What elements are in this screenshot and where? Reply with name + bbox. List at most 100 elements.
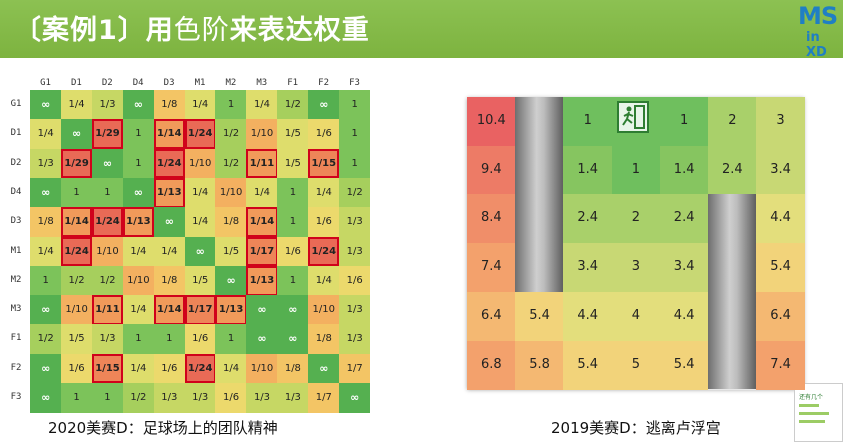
matrix-cell: 1/4	[184, 90, 216, 120]
matrix-cell: 1/6	[153, 353, 185, 384]
louvre-cell: 3.4	[756, 145, 805, 195]
matrix-cell: 1/10	[122, 265, 155, 296]
matrix-cell: 1	[339, 148, 371, 179]
matrix-cell: 1/3	[339, 295, 371, 325]
matrix-cell: 1/14	[153, 119, 185, 150]
matrix-cell: 1/2	[277, 90, 309, 120]
matrix-cell: 1/4	[246, 90, 278, 120]
louvre-cell: 3.4	[563, 243, 613, 293]
matrix-col-header: M2	[225, 78, 237, 88]
matrix-cell: 1/15	[308, 148, 340, 179]
matrix-cell: 1	[91, 383, 124, 413]
louvre-cell: 2.4	[563, 194, 613, 244]
matrix-cell: 1/4	[30, 236, 62, 267]
matrix-cell: 1/10	[60, 295, 93, 325]
matrix-row-header: F1	[10, 333, 22, 344]
matrix-cell: ∞	[215, 265, 247, 296]
matrix-cell: 1/4	[122, 236, 155, 267]
matrix-cell: 1/2	[339, 177, 371, 208]
matrix-col-header: F3	[349, 78, 360, 88]
matrix-cell: ∞	[30, 177, 62, 208]
exit-sign-icon	[617, 101, 649, 133]
matrix-cell: 1/2	[91, 265, 124, 296]
matrix-cell: 1	[339, 90, 371, 120]
matrix-cell: ∞	[246, 324, 278, 355]
matrix-cell: 1	[60, 177, 93, 208]
wall-left	[515, 97, 564, 292]
matrix-cell: 1/6	[60, 353, 93, 384]
matrix-cell: 1/13	[153, 177, 185, 208]
matrix-cell: ∞	[122, 177, 155, 208]
matrix-cell: 1/11	[91, 295, 124, 325]
matrix-cell: 1/24	[184, 119, 216, 150]
matrix-cell: 1/4	[308, 177, 340, 208]
matrix-cell: 1	[277, 265, 309, 296]
louvre-cell: 6.4	[467, 291, 516, 341]
matrix-cell: ∞	[339, 383, 371, 413]
matrix-cell: 1/13	[246, 265, 278, 296]
matrix-cell: 1/4	[30, 119, 62, 150]
louvre-cell: 3.4	[659, 243, 709, 293]
matrix-row-header: M1	[10, 245, 22, 256]
wall-right	[708, 194, 757, 390]
matrix-cell: 1	[153, 324, 185, 355]
matrix-cell: 1	[91, 177, 124, 208]
matrix-row-header: D1	[10, 128, 22, 139]
matrix-col-header: D2	[101, 78, 113, 88]
louvre-cell: 4.4	[563, 291, 613, 341]
slide-thumbnail[interactable]: 还有几个	[794, 383, 843, 442]
matrix-cell: 1	[122, 148, 155, 179]
matrix-cell: 1/6	[184, 324, 216, 355]
matrix-cell: 1/3	[339, 324, 371, 355]
louvre-cell: 1	[611, 145, 661, 195]
matrix-cell: 1	[122, 324, 155, 355]
matrix-col-header: F2	[318, 78, 330, 88]
louvre-cell: 5.4	[659, 340, 709, 390]
matrix-cell: 1	[215, 324, 247, 355]
matrix-cell: 1/6	[308, 207, 340, 237]
matrix-cell: 1/6	[277, 236, 309, 267]
matrix-col-header: D4	[132, 78, 144, 88]
louvre-cell: 7.4	[756, 340, 805, 390]
matrix-cell: 1	[339, 119, 371, 150]
matrix-cell: 1/2	[122, 383, 155, 413]
louvre-cell: 7.4	[467, 243, 516, 293]
matrix-cell: 1/10	[246, 353, 278, 384]
matrix-cell: 1/24	[153, 148, 185, 179]
matrix-cell: 1/14	[153, 295, 185, 325]
matrix-cell: 1/2	[30, 324, 62, 355]
matrix-cell: 1/14	[246, 207, 278, 237]
matrix-cell: ∞	[308, 353, 340, 384]
louvre-cell: 1	[659, 97, 709, 147]
louvre-cell: 2	[708, 97, 757, 147]
louvre-cell: 1.4	[563, 145, 613, 195]
matrix-cell: 1/4	[246, 177, 278, 208]
matrix-cell: 1	[30, 265, 62, 296]
matrix-cell: 1/17	[246, 236, 278, 267]
matrix-cell: 1/24	[308, 236, 340, 267]
matrix-row-header: D2	[10, 157, 22, 168]
matrix-cell: 1/3	[277, 383, 309, 413]
louvre-cell: 2	[611, 194, 661, 244]
matrix-cell: 1/10	[184, 148, 216, 179]
matrix-col-header: D1	[70, 78, 82, 88]
louvre-cell: 5.4	[515, 291, 564, 341]
matrix-cell: 1/24	[60, 236, 93, 267]
matrix-cell: 1/24	[91, 207, 124, 237]
matrix-cell: 1/5	[184, 265, 216, 296]
matrix-row-header: F3	[10, 392, 22, 402]
matrix-row-header: D4	[10, 186, 22, 197]
louvre-cell: 5	[611, 340, 661, 390]
matrix-cell: 1/15	[91, 353, 124, 384]
matrix-cell: 1/6	[215, 383, 247, 413]
matrix-cell: 1/3	[91, 324, 124, 355]
louvre-cell: 5.8	[515, 340, 564, 390]
matrix-cell: ∞	[153, 207, 185, 237]
matrix-cell: 1/4	[122, 295, 155, 325]
matrix-cell: 1/10	[215, 177, 247, 208]
matrix-cell: 1/3	[246, 383, 278, 413]
matrix-cell: ∞	[30, 383, 62, 413]
louvre-cell: 1.4	[659, 145, 709, 195]
louvre-cell: 3	[756, 97, 805, 147]
matrix-cell: 1/4	[122, 353, 155, 384]
